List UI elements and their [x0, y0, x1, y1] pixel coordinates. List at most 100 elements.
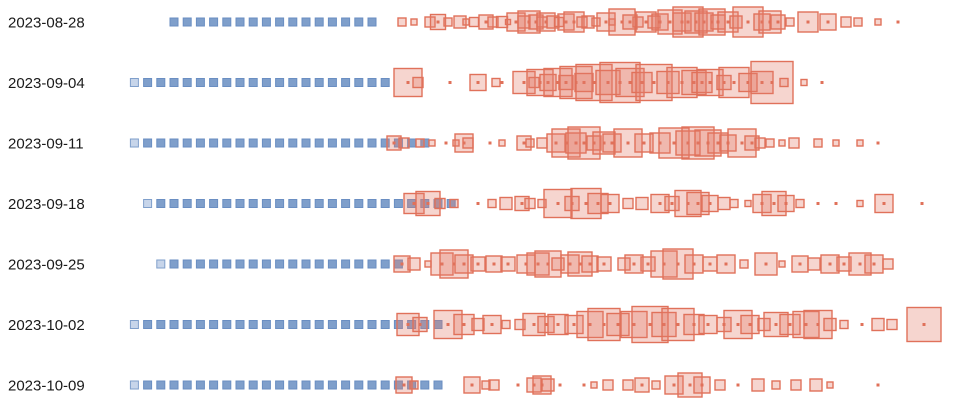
- blue-square-mark: [143, 320, 153, 329]
- blue-square-mark: [182, 78, 192, 87]
- blue-square-mark: [143, 138, 153, 148]
- red-square-mark: [744, 199, 752, 208]
- blue-square-mark: [156, 138, 166, 148]
- red-center-dot: [426, 202, 430, 205]
- red-dot-mark: [558, 383, 562, 387]
- red-center-dot: [406, 81, 410, 84]
- blue-square-mark: [156, 259, 166, 269]
- red-center-dot: [922, 323, 926, 326]
- red-center-dot: [618, 81, 622, 84]
- blue-square-mark: [182, 259, 192, 269]
- red-square-mark: [543, 188, 573, 219]
- red-center-dot: [436, 20, 440, 24]
- blue-square-mark: [354, 138, 364, 148]
- red-square-mark: [795, 198, 805, 209]
- red-square-mark: [765, 138, 775, 148]
- red-center-dot: [686, 20, 690, 24]
- red-square-mark: [739, 259, 749, 269]
- red-square-mark: [434, 197, 446, 210]
- blue-square-mark: [156, 78, 166, 87]
- blue-square-mark: [275, 17, 285, 27]
- red-center-dot: [826, 20, 830, 24]
- blue-square-mark: [380, 320, 390, 329]
- red-square-mark: [449, 198, 459, 209]
- red-square-mark: [714, 379, 726, 391]
- blue-square-mark: [248, 138, 258, 148]
- blue-square-mark: [275, 78, 285, 87]
- blue-square-mark: [195, 78, 205, 87]
- red-center-dot: [694, 20, 698, 24]
- blue-square-mark: [261, 78, 271, 87]
- blue-square-mark: [235, 78, 245, 87]
- blue-square-mark: [301, 380, 311, 390]
- blue-square-mark: [341, 17, 351, 27]
- blue-square-mark: [182, 17, 192, 27]
- red-center-dot: [692, 262, 696, 266]
- red-center-dot: [722, 81, 726, 84]
- red-center-dot: [556, 323, 560, 326]
- blue-square-mark: [341, 380, 351, 390]
- red-center-dot: [706, 323, 710, 326]
- blue-square-mark: [129, 138, 139, 148]
- blue-square-mark: [314, 259, 324, 269]
- red-center-dot: [736, 323, 740, 326]
- red-center-dot: [696, 141, 700, 145]
- red-dot-mark: [834, 202, 838, 205]
- red-center-dot: [632, 323, 636, 326]
- blue-square-mark: [288, 138, 298, 148]
- red-center-dot: [532, 323, 536, 326]
- red-center-dot: [768, 20, 772, 24]
- blue-square-mark: [301, 78, 311, 87]
- red-center-dot: [732, 81, 736, 84]
- red-center-dot: [546, 262, 550, 266]
- blue-square-mark: [380, 380, 390, 390]
- red-center-dot: [402, 383, 406, 387]
- red-center-dot: [476, 262, 480, 266]
- red-center-dot: [670, 202, 674, 205]
- blue-square-mark: [275, 138, 285, 148]
- red-square-mark: [622, 197, 634, 210]
- red-center-dot: [418, 323, 422, 326]
- blue-square-mark: [327, 320, 337, 329]
- red-center-dot: [616, 323, 620, 326]
- red-square-mark: [840, 16, 852, 28]
- blue-square-mark: [314, 320, 324, 329]
- blue-square-mark: [195, 320, 205, 329]
- red-square-mark: [462, 18, 470, 26]
- red-square-mark: [602, 379, 614, 391]
- red-center-dot: [584, 202, 588, 205]
- red-center-dot: [772, 202, 776, 205]
- red-square-mark: [412, 76, 424, 89]
- red-square-mark: [790, 379, 802, 391]
- blue-square-mark: [129, 320, 139, 329]
- red-square-mark: [504, 18, 512, 26]
- red-dot-mark: [444, 141, 448, 145]
- red-square-mark: [832, 139, 840, 147]
- blue-square-mark: [380, 78, 390, 87]
- blue-square-mark: [275, 199, 285, 208]
- chart-row: 2023-10-09: [8, 372, 880, 398]
- red-square-mark: [536, 137, 548, 149]
- red-square-mark: [452, 139, 460, 147]
- red-dot-mark: [816, 202, 820, 205]
- blue-square-mark: [288, 259, 298, 269]
- red-center-dot: [588, 323, 592, 326]
- red-center-dot: [608, 202, 612, 205]
- red-center-dot: [774, 323, 778, 326]
- blue-square-mark: [235, 259, 245, 269]
- red-center-dot: [804, 323, 808, 326]
- blue-square-mark: [288, 320, 298, 329]
- blue-square-mark: [314, 199, 324, 208]
- blue-square-mark: [235, 138, 245, 148]
- red-square-mark: [591, 17, 601, 27]
- blue-square-mark: [433, 199, 443, 208]
- red-center-dot: [676, 323, 680, 326]
- blue-square-mark: [235, 320, 245, 329]
- red-square-mark: [813, 138, 823, 148]
- blue-square-mark: [354, 199, 364, 208]
- red-center-dot: [668, 20, 672, 24]
- red-center-dot: [708, 81, 712, 84]
- blue-square-mark: [261, 259, 271, 269]
- red-square-mark: [785, 17, 795, 27]
